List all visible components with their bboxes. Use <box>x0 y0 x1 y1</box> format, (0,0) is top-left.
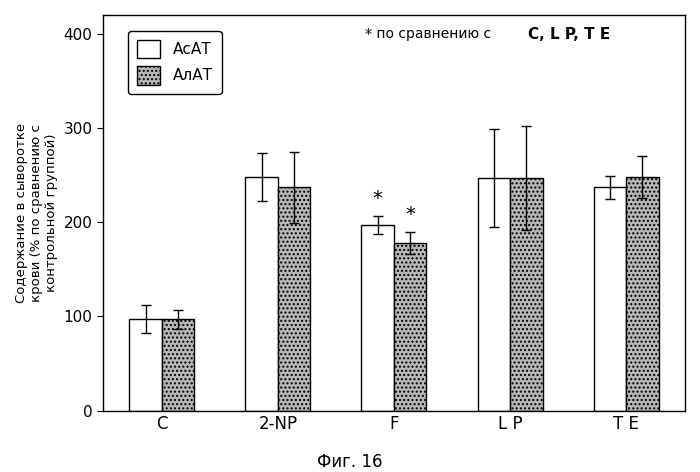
Text: Фиг. 16: Фиг. 16 <box>317 453 383 471</box>
Text: *: * <box>373 189 383 208</box>
Bar <box>130 319 162 411</box>
Bar <box>394 243 426 411</box>
Bar <box>246 177 278 411</box>
Bar <box>594 187 626 411</box>
Legend: АсАТ, АлАТ: АсАТ, АлАТ <box>128 31 221 94</box>
Bar <box>510 178 542 411</box>
Text: * по сравнению с: * по сравнению с <box>365 27 491 41</box>
Text: *: * <box>405 205 415 224</box>
Bar <box>162 319 195 411</box>
Y-axis label: Содержание в сыворотке
крови (% по сравнению с
контрольной группой): Содержание в сыворотке крови (% по сравн… <box>15 123 58 303</box>
Bar <box>361 225 394 411</box>
Bar <box>477 178 510 411</box>
Text: C, L P, T E: C, L P, T E <box>528 27 610 42</box>
Bar <box>626 177 659 411</box>
Bar <box>278 187 310 411</box>
